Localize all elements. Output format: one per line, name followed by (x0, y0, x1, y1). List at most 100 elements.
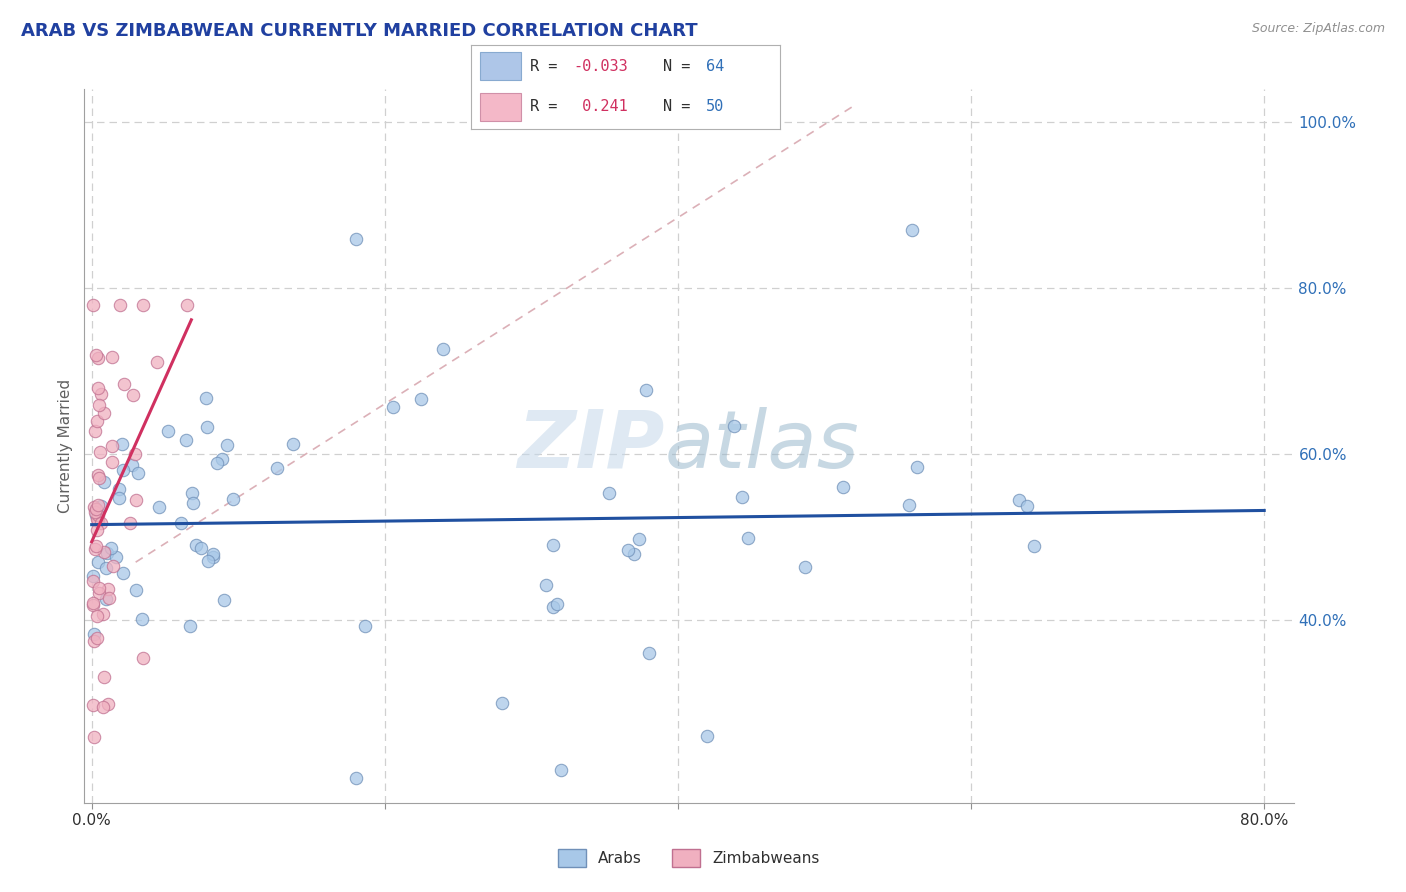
Point (124, 583, 146, 598)
Point (93, 406, 115, 420)
Point (737, 531, 759, 545)
FancyBboxPatch shape (481, 53, 520, 80)
Point (121, 458, 143, 473)
Point (82, 574, 104, 588)
Point (266, 461, 288, 475)
Point (101, 439, 124, 453)
Point (108, 482, 131, 496)
Point (101, 455, 124, 469)
Point (104, 549, 127, 564)
Point (86, 414, 108, 428)
Point (546, 598, 568, 612)
Point (96, 592, 118, 607)
Point (411, 392, 433, 407)
Point (344, 231, 367, 245)
Text: 50: 50 (706, 99, 724, 114)
Point (122, 388, 145, 402)
Point (90, 499, 112, 513)
Point (87, 555, 110, 569)
Point (93, 545, 115, 559)
Point (120, 516, 142, 530)
Point (82, 298, 104, 312)
Point (82, 569, 104, 583)
Point (87, 581, 110, 595)
Text: ARAB VS ZIMBABWEAN CURRENTLY MARRIED CORRELATION CHART: ARAB VS ZIMBABWEAN CURRENTLY MARRIED COR… (21, 22, 697, 40)
Point (491, 696, 513, 710)
Point (170, 516, 193, 530)
Point (84, 348, 107, 362)
Point (87, 508, 110, 522)
Point (86, 608, 108, 623)
Point (90, 386, 112, 401)
Text: atlas: atlas (665, 407, 859, 485)
Point (148, 500, 170, 514)
Text: N =: N = (662, 59, 699, 74)
Point (97, 698, 120, 712)
Point (205, 456, 228, 470)
Text: R =: R = (530, 59, 567, 74)
Point (100, 350, 122, 364)
Point (83, 633, 105, 648)
Point (195, 391, 218, 405)
Point (86, 512, 108, 526)
Point (89, 445, 111, 459)
Point (84, 508, 107, 522)
Point (381, 401, 404, 415)
Point (87, 351, 110, 365)
Point (83, 500, 105, 514)
Point (112, 566, 135, 581)
Point (93, 670, 115, 684)
Point (212, 592, 235, 607)
Point (696, 730, 718, 744)
Point (534, 578, 557, 592)
Point (93, 700, 115, 714)
Point (127, 467, 149, 481)
Point (93, 475, 115, 490)
Text: R =: R = (530, 99, 575, 114)
Point (87, 397, 110, 411)
Point (100, 541, 122, 555)
Point (112, 463, 135, 477)
Point (97, 582, 120, 596)
Text: ZIP: ZIP (517, 407, 665, 485)
Point (84, 540, 107, 554)
Point (112, 377, 135, 392)
Point (83, 627, 105, 641)
Point (176, 298, 198, 312)
Point (202, 547, 225, 561)
Point (93, 607, 115, 621)
Point (131, 612, 153, 626)
Point (82, 598, 104, 612)
Point (617, 543, 640, 558)
Point (82, 698, 104, 713)
Point (723, 418, 745, 433)
Point (201, 549, 224, 564)
Point (82, 596, 104, 610)
Point (97, 591, 120, 605)
Point (432, 342, 454, 356)
Point (222, 492, 245, 507)
Point (898, 498, 921, 512)
Point (108, 298, 131, 312)
Point (86, 498, 108, 512)
Point (96, 546, 118, 560)
Point (124, 447, 146, 461)
Point (179, 619, 201, 633)
Point (89, 470, 111, 484)
Point (197, 554, 219, 568)
Legend: Arabs, Zimbabweans: Arabs, Zimbabweans (558, 849, 820, 866)
Point (832, 480, 855, 494)
Point (628, 532, 651, 546)
Point (86, 631, 108, 645)
Point (598, 486, 620, 500)
Point (83, 730, 105, 744)
Point (211, 452, 233, 467)
Point (84, 505, 107, 519)
Point (195, 420, 218, 434)
Y-axis label: Currently Married: Currently Married (58, 379, 73, 513)
Point (87, 515, 110, 529)
Point (132, 651, 155, 665)
Point (541, 600, 564, 615)
Point (157, 424, 180, 438)
Point (132, 298, 155, 312)
